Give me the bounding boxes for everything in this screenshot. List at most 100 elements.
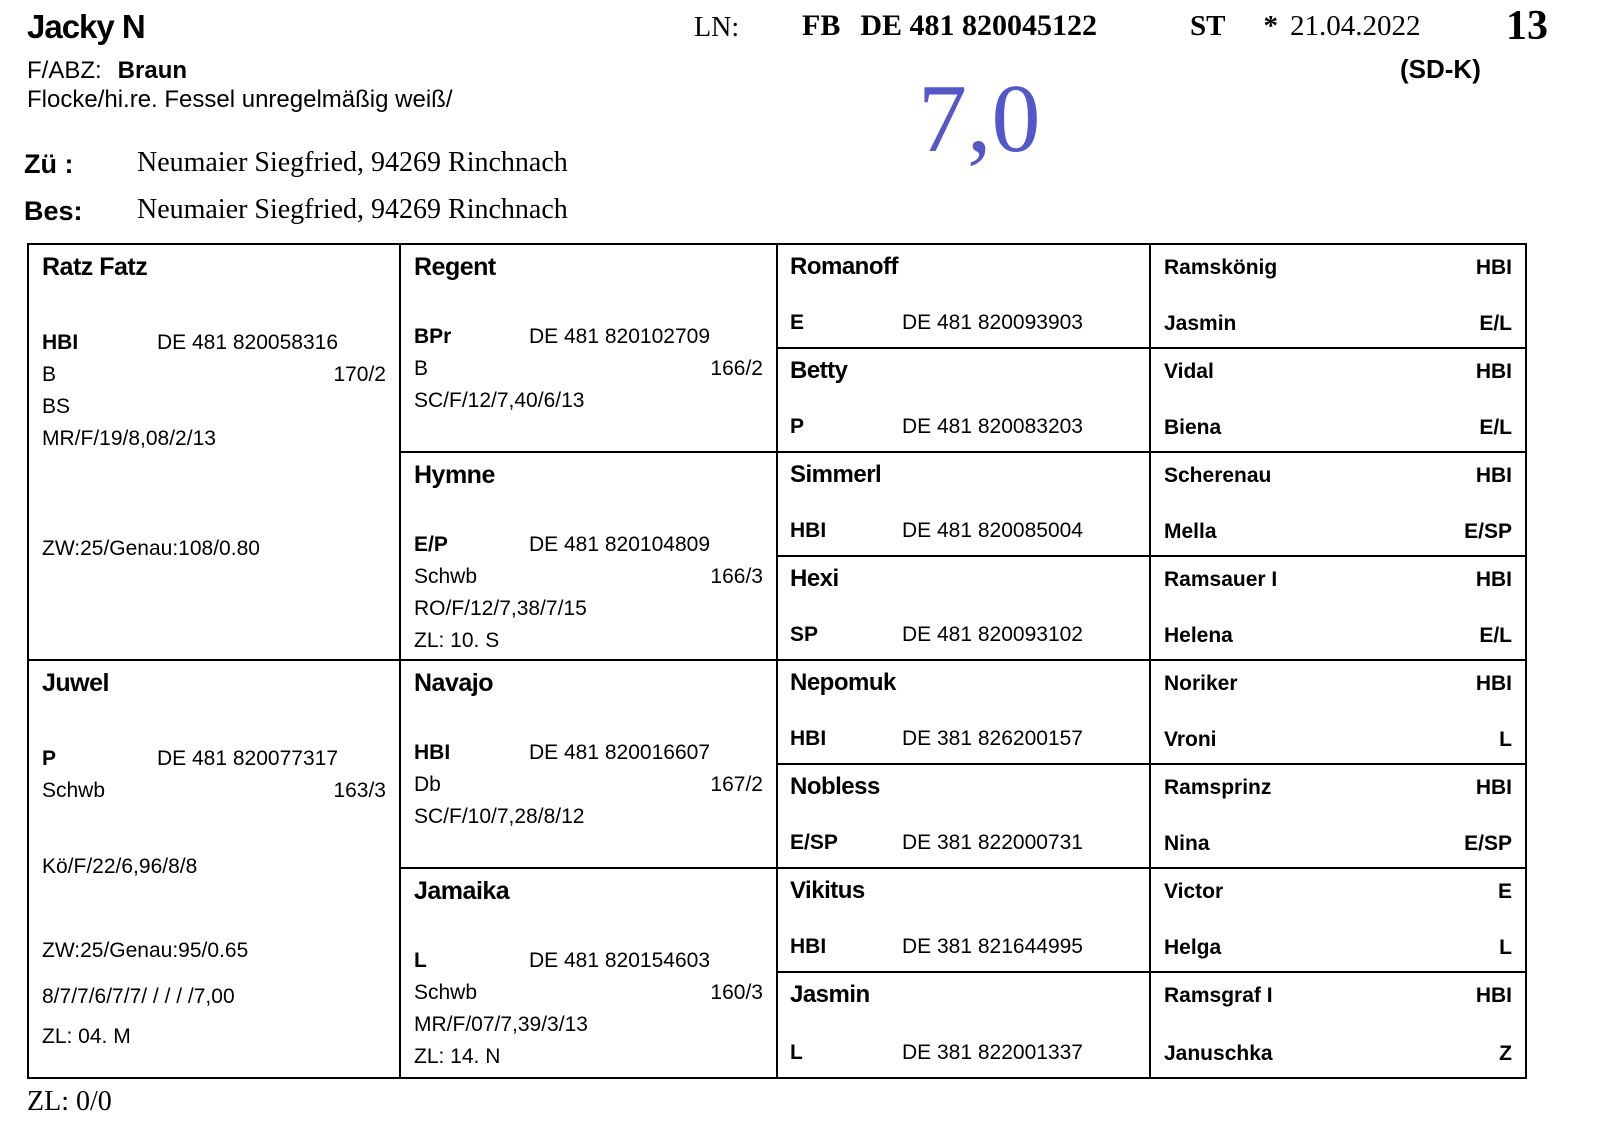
pedigree-cell-ggparent: Vikitus HBI DE 381 821644995: [777, 869, 1151, 973]
section-code: (SD-K): [1400, 54, 1481, 84]
dam-row: Helga L: [1164, 936, 1512, 959]
breed-measure-row: Schwb 160/3: [414, 981, 763, 1004]
detail-line: SC/F/10/7,28/8/12: [414, 805, 585, 828]
dam-row: Jasmin E/L: [1164, 312, 1512, 335]
horse-name: Jasmin: [789, 981, 870, 1008]
detail-line: RO/F/12/7,38/7/15: [414, 597, 587, 620]
pedigree-cell-ggparent: Jasmin L DE 381 822001337: [778, 973, 1151, 1077]
pedigree-cell-gggparents: Vidal HBI Biena E/L: [1151, 349, 1525, 453]
sire-row: Victor E: [1164, 880, 1512, 903]
horse-name: Ratz Fatz: [42, 253, 148, 281]
zw-line: ZW:25/Genau:95/0.65: [42, 939, 249, 962]
sire-row: Ramsauer I HBI: [1164, 568, 1512, 591]
dam-row: Nina E/SP: [1164, 832, 1512, 855]
dam-row: Biena E/L: [1164, 416, 1512, 439]
birth-date: 21.04.2022: [1289, 10, 1421, 42]
sire-row: Ramsgraf I HBI: [1164, 984, 1512, 1007]
pedigree-cell-gggparents: Noriker HBI Vroni L: [1151, 661, 1525, 765]
id-row: HBI DE 481 820085004: [789, 519, 1083, 542]
id-row: L DE 381 822001337: [789, 1041, 1083, 1064]
pedigree-cell-ggparent: Hexi SP DE 481 820093102: [777, 557, 1151, 661]
horse-name: Juwel: [42, 669, 109, 697]
breed-measure-row: Schwb 166/3: [414, 565, 763, 588]
id-row: P DE 481 820083203: [789, 415, 1083, 438]
pedigree-cell-gggparents: Ramsprinz HBI Nina E/SP: [1151, 765, 1525, 869]
scores-line: 8/7/7/6/7/7/ / / / /7,00: [42, 985, 235, 1008]
detail-line: MR/F/07/7,39/3/13: [414, 1013, 588, 1036]
horse-name-title: Jacky N: [27, 8, 146, 45]
sire-row: Noriker HBI: [1164, 672, 1512, 695]
st-label: ST: [1190, 10, 1226, 42]
pedigree-cell-ggparent: Romanoff E DE 481 820093903: [777, 245, 1151, 349]
id-row: E DE 481 820093903: [789, 311, 1083, 334]
zl-line: ZL: 14. N: [414, 1045, 501, 1068]
color-markings-row: F/ABZ: Braun: [27, 57, 187, 85]
horse-name: Simmerl: [789, 461, 882, 488]
detail-line: Kö/F/22/6,96/8/8: [42, 855, 198, 878]
book-label: FB: [802, 9, 841, 42]
pedigree-cell-ggparent: Betty P DE 481 820083203: [777, 349, 1151, 453]
id-row: HBI DE 381 826200157: [789, 727, 1083, 750]
pedigree-cell-gggparents: Ramsauer I HBI Helena E/L: [1151, 557, 1525, 661]
birth-row: ST * 21.04.2022: [1190, 10, 1420, 43]
zl-total-line: ZL: 0/0: [27, 1086, 112, 1117]
page-number: 13: [1506, 3, 1548, 49]
horse-name: Nobless: [789, 773, 880, 800]
pedigree-cell-ggparent: Nobless E/SP DE 381 822000731: [777, 765, 1151, 869]
horse-name: Regent: [414, 253, 496, 281]
breed-measure-row: Db 167/2: [414, 773, 763, 796]
owner-value: Neumaier Siegfried, 94269 Rinchnach: [137, 194, 568, 225]
pedigree-cell-gggparents: Ramskönig HBI Jasmin E/L: [1151, 245, 1525, 349]
fabz-label: F/ABZ:: [27, 57, 102, 84]
breed-measure-row: B 166/2: [414, 357, 763, 380]
horse-name: Hymne: [414, 461, 495, 489]
pedigree-cell-sire: Ratz Fatz HBI DE 481 820058316 B 170/2 BS …: [29, 245, 401, 661]
breed-measure-row: B 170/2: [42, 363, 386, 386]
zl-line: ZL: 10. S: [414, 629, 500, 652]
dam-row: Vroni L: [1164, 728, 1512, 751]
horse-name: Betty: [789, 357, 848, 384]
ln-label: LN:: [694, 12, 740, 43]
owner-label: Bes:: [24, 196, 83, 226]
horse-name: Navajo: [414, 669, 493, 697]
breeder-value: Neumaier Siegfried, 94269 Rinchnach: [137, 147, 568, 178]
detail-line: MR/F/19/8,08/2/13: [42, 427, 216, 450]
pedigree-cell-dam: Juwel P DE 481 820077317 Schwb 163/3 Kö/F/…: [29, 661, 401, 1077]
pedigree-table: Ratz Fatz HBI DE 481 820058316 B 170/2 BS …: [27, 243, 1527, 1079]
id-row: SP DE 481 820093102: [789, 623, 1083, 646]
pedigree-cell-gggparents: Scherenau HBI Mella E/SP: [1151, 453, 1525, 557]
life-number: DE 481 820045122: [860, 9, 1098, 42]
pedigree-cell-ggparent: Nepomuk HBI DE 381 826200157: [777, 661, 1151, 765]
sire-row: Scherenau HBI: [1164, 464, 1512, 487]
id-row: E/SP DE 381 822000731: [789, 831, 1083, 854]
dam-row: Mella E/SP: [1164, 520, 1512, 543]
pedigree-cell-grandparent: Navajo HBI DE 481 820016607 Db 167/2 SC/F/…: [401, 661, 778, 869]
sire-row: Ramsprinz HBI: [1164, 776, 1512, 799]
dam-row: Helena E/L: [1164, 624, 1512, 647]
horse-name: Nepomuk: [789, 669, 896, 696]
zl-line: ZL: 04. M: [42, 1025, 131, 1048]
horse-name: Hexi: [789, 565, 839, 592]
breed-measure-row: Schwb 163/3: [42, 779, 386, 802]
id-row: E/P DE 481 820104809: [414, 533, 710, 556]
id-row: HBI DE 481 820058316: [42, 331, 338, 354]
pedigree-cell-grandparent: Hymne E/P DE 481 820104809 Schwb 166/3 RO/…: [401, 453, 778, 661]
born-symbol: *: [1263, 10, 1278, 42]
pedigree-cell-grandparent: Jamaika L DE 481 820154603 Schwb 160/3 MR/…: [401, 869, 778, 1077]
sire-row: Ramskönig HBI: [1164, 256, 1512, 279]
id-row: HBI DE 381 821644995: [789, 935, 1083, 958]
breeder-label: Zü :: [24, 149, 74, 179]
score-value: 7,0: [918, 65, 1041, 173]
life-number-row: FB DE 481 820045122: [802, 9, 1097, 43]
horse-name: Vikitus: [789, 877, 865, 904]
detail-line: BS: [42, 395, 71, 418]
detail-line: SC/F/12/7,40/6/13: [414, 389, 585, 412]
pedigree-cell-gggparents: Victor E Helga L: [1151, 869, 1525, 973]
id-row: HBI DE 481 820016607: [414, 741, 710, 764]
zw-line: ZW:25/Genau:108/0.80: [42, 537, 260, 560]
pedigree-cell-ggparent: Simmerl HBI DE 481 820085004: [777, 453, 1151, 557]
markings-description: Flocke/hi.re. Fessel unregelmäßig weiß/: [27, 86, 453, 113]
sire-row: Vidal HBI: [1164, 360, 1512, 383]
id-row: P DE 481 820077317: [42, 747, 338, 770]
fabz-value: Braun: [117, 57, 188, 84]
